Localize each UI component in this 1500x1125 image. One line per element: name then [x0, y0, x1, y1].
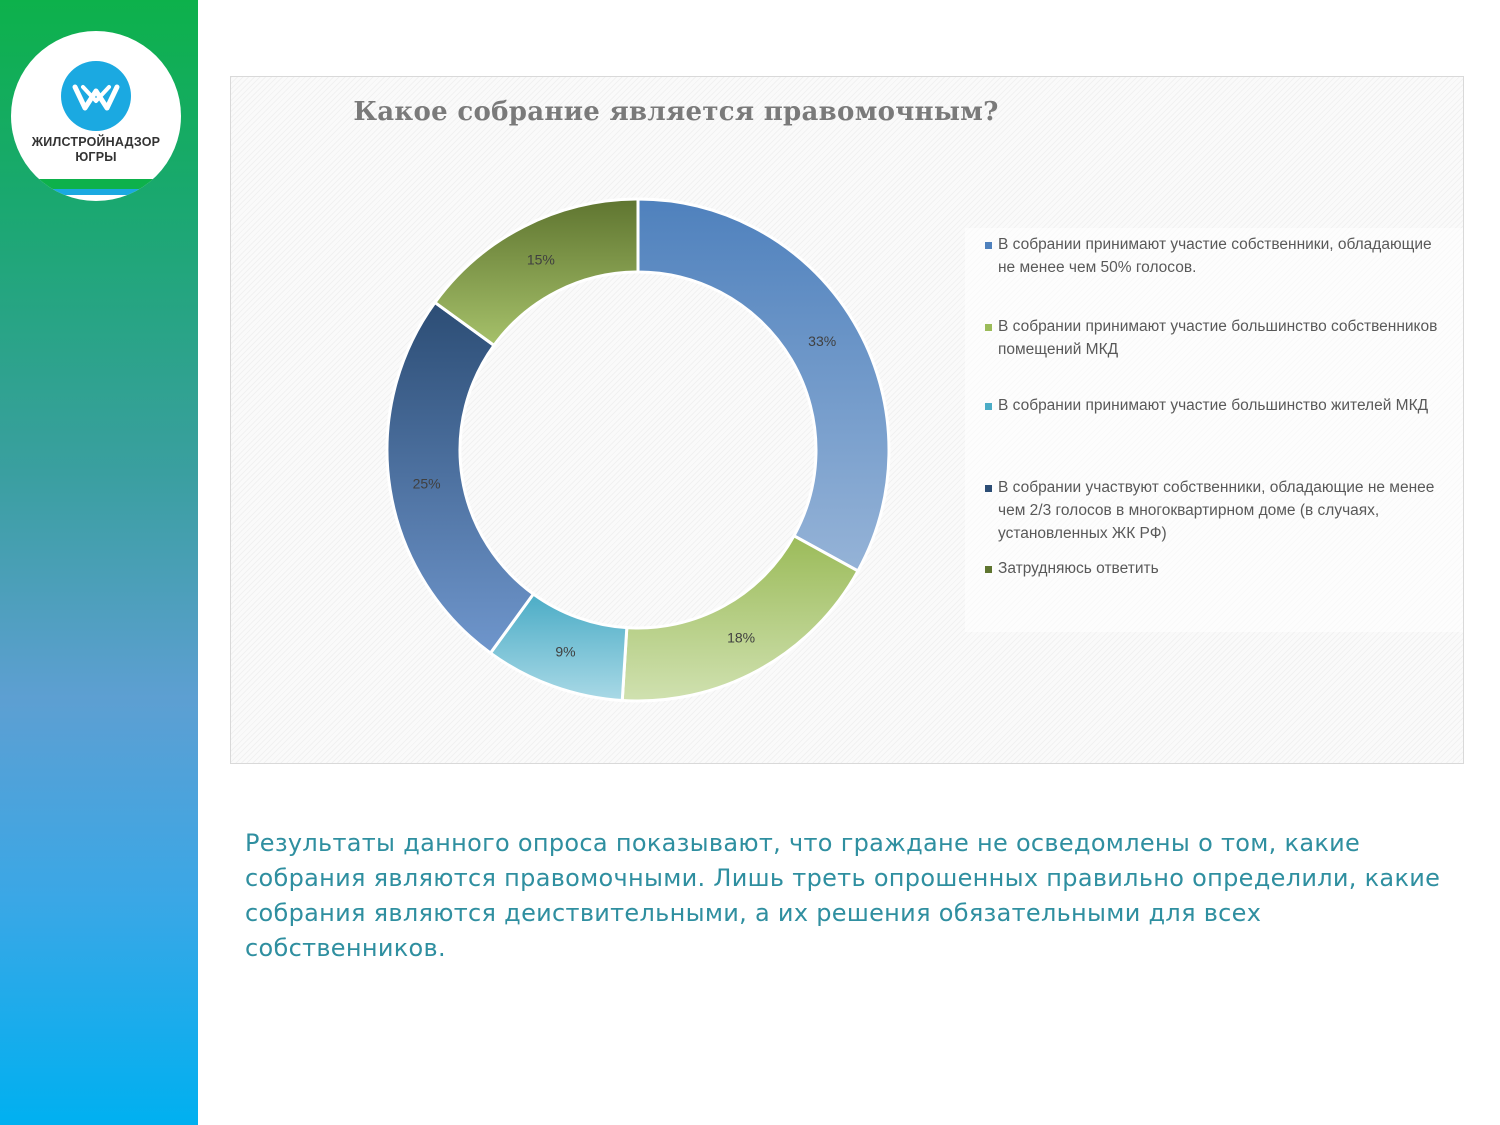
- legend-label-2: В собрании принимают участие большинство…: [998, 318, 1438, 358]
- logo-stripe-blue: [11, 189, 181, 195]
- slice-value-label-3: 9%: [555, 643, 575, 659]
- summary-text: Результаты данного опроса показывают, чт…: [245, 829, 1441, 962]
- logo-name-line2: ЮГРЫ: [75, 150, 117, 164]
- legend-item-1: В собрании принимают участие собственник…: [985, 233, 1445, 279]
- legend-item-5: Затрудняюсь ответить: [985, 557, 1445, 580]
- legend-swatch-1: [985, 242, 992, 249]
- donut-slice-5: [432, 197, 640, 348]
- legend-swatch-3: [985, 403, 992, 410]
- donut-slice-4: [385, 300, 536, 656]
- logo-text: ЖИЛСТРОЙНАДЗОР ЮГРЫ: [11, 135, 181, 165]
- legend-swatch-4: [985, 485, 992, 492]
- legend-label-3: В собрании принимают участие большинство…: [998, 397, 1429, 414]
- legend-label-4: В собрании участвуют собственники, облад…: [998, 479, 1435, 542]
- legend-swatch-2: [985, 324, 992, 331]
- legend-label-1: В собрании принимают участие собственник…: [998, 236, 1432, 276]
- chart-title: Какое собрание является правомочным?: [353, 97, 999, 127]
- logo-name-line1: ЖИЛСТРОЙНАДЗОР: [31, 135, 161, 149]
- logo: ЖИЛСТРОЙНАДЗОР ЮГРЫ: [11, 31, 181, 201]
- donut-slice-1: [636, 197, 891, 573]
- legend-item-2: В собрании принимают участие большинство…: [985, 315, 1445, 361]
- donut-slice-2: [620, 533, 860, 703]
- donut-chart: 33% 18% 9% 25% 15%: [385, 197, 891, 703]
- legend-item-4: В собрании участвуют собственники, облад…: [985, 476, 1445, 545]
- logo-stripe-green: [11, 179, 181, 189]
- sidebar: ЖИЛСТРОЙНАДЗОР ЮГРЫ: [0, 0, 198, 1125]
- chart-legend: В собрании принимают участие собственник…: [965, 228, 1463, 632]
- slice-value-label-5: 15%: [527, 251, 555, 267]
- slice-value-label-1: 33%: [808, 333, 836, 349]
- chart-area: Какое собрание является правомочным? 33%…: [230, 76, 1464, 764]
- slice-value-label-2: 18%: [727, 630, 755, 646]
- slice-value-label-4: 25%: [413, 475, 441, 491]
- legend-swatch-5: [985, 566, 992, 573]
- logo-emblem-icon: [61, 61, 131, 131]
- legend-label-5: Затрудняюсь ответить: [998, 560, 1159, 577]
- legend-item-3: В собрании принимают участие большинство…: [985, 394, 1445, 417]
